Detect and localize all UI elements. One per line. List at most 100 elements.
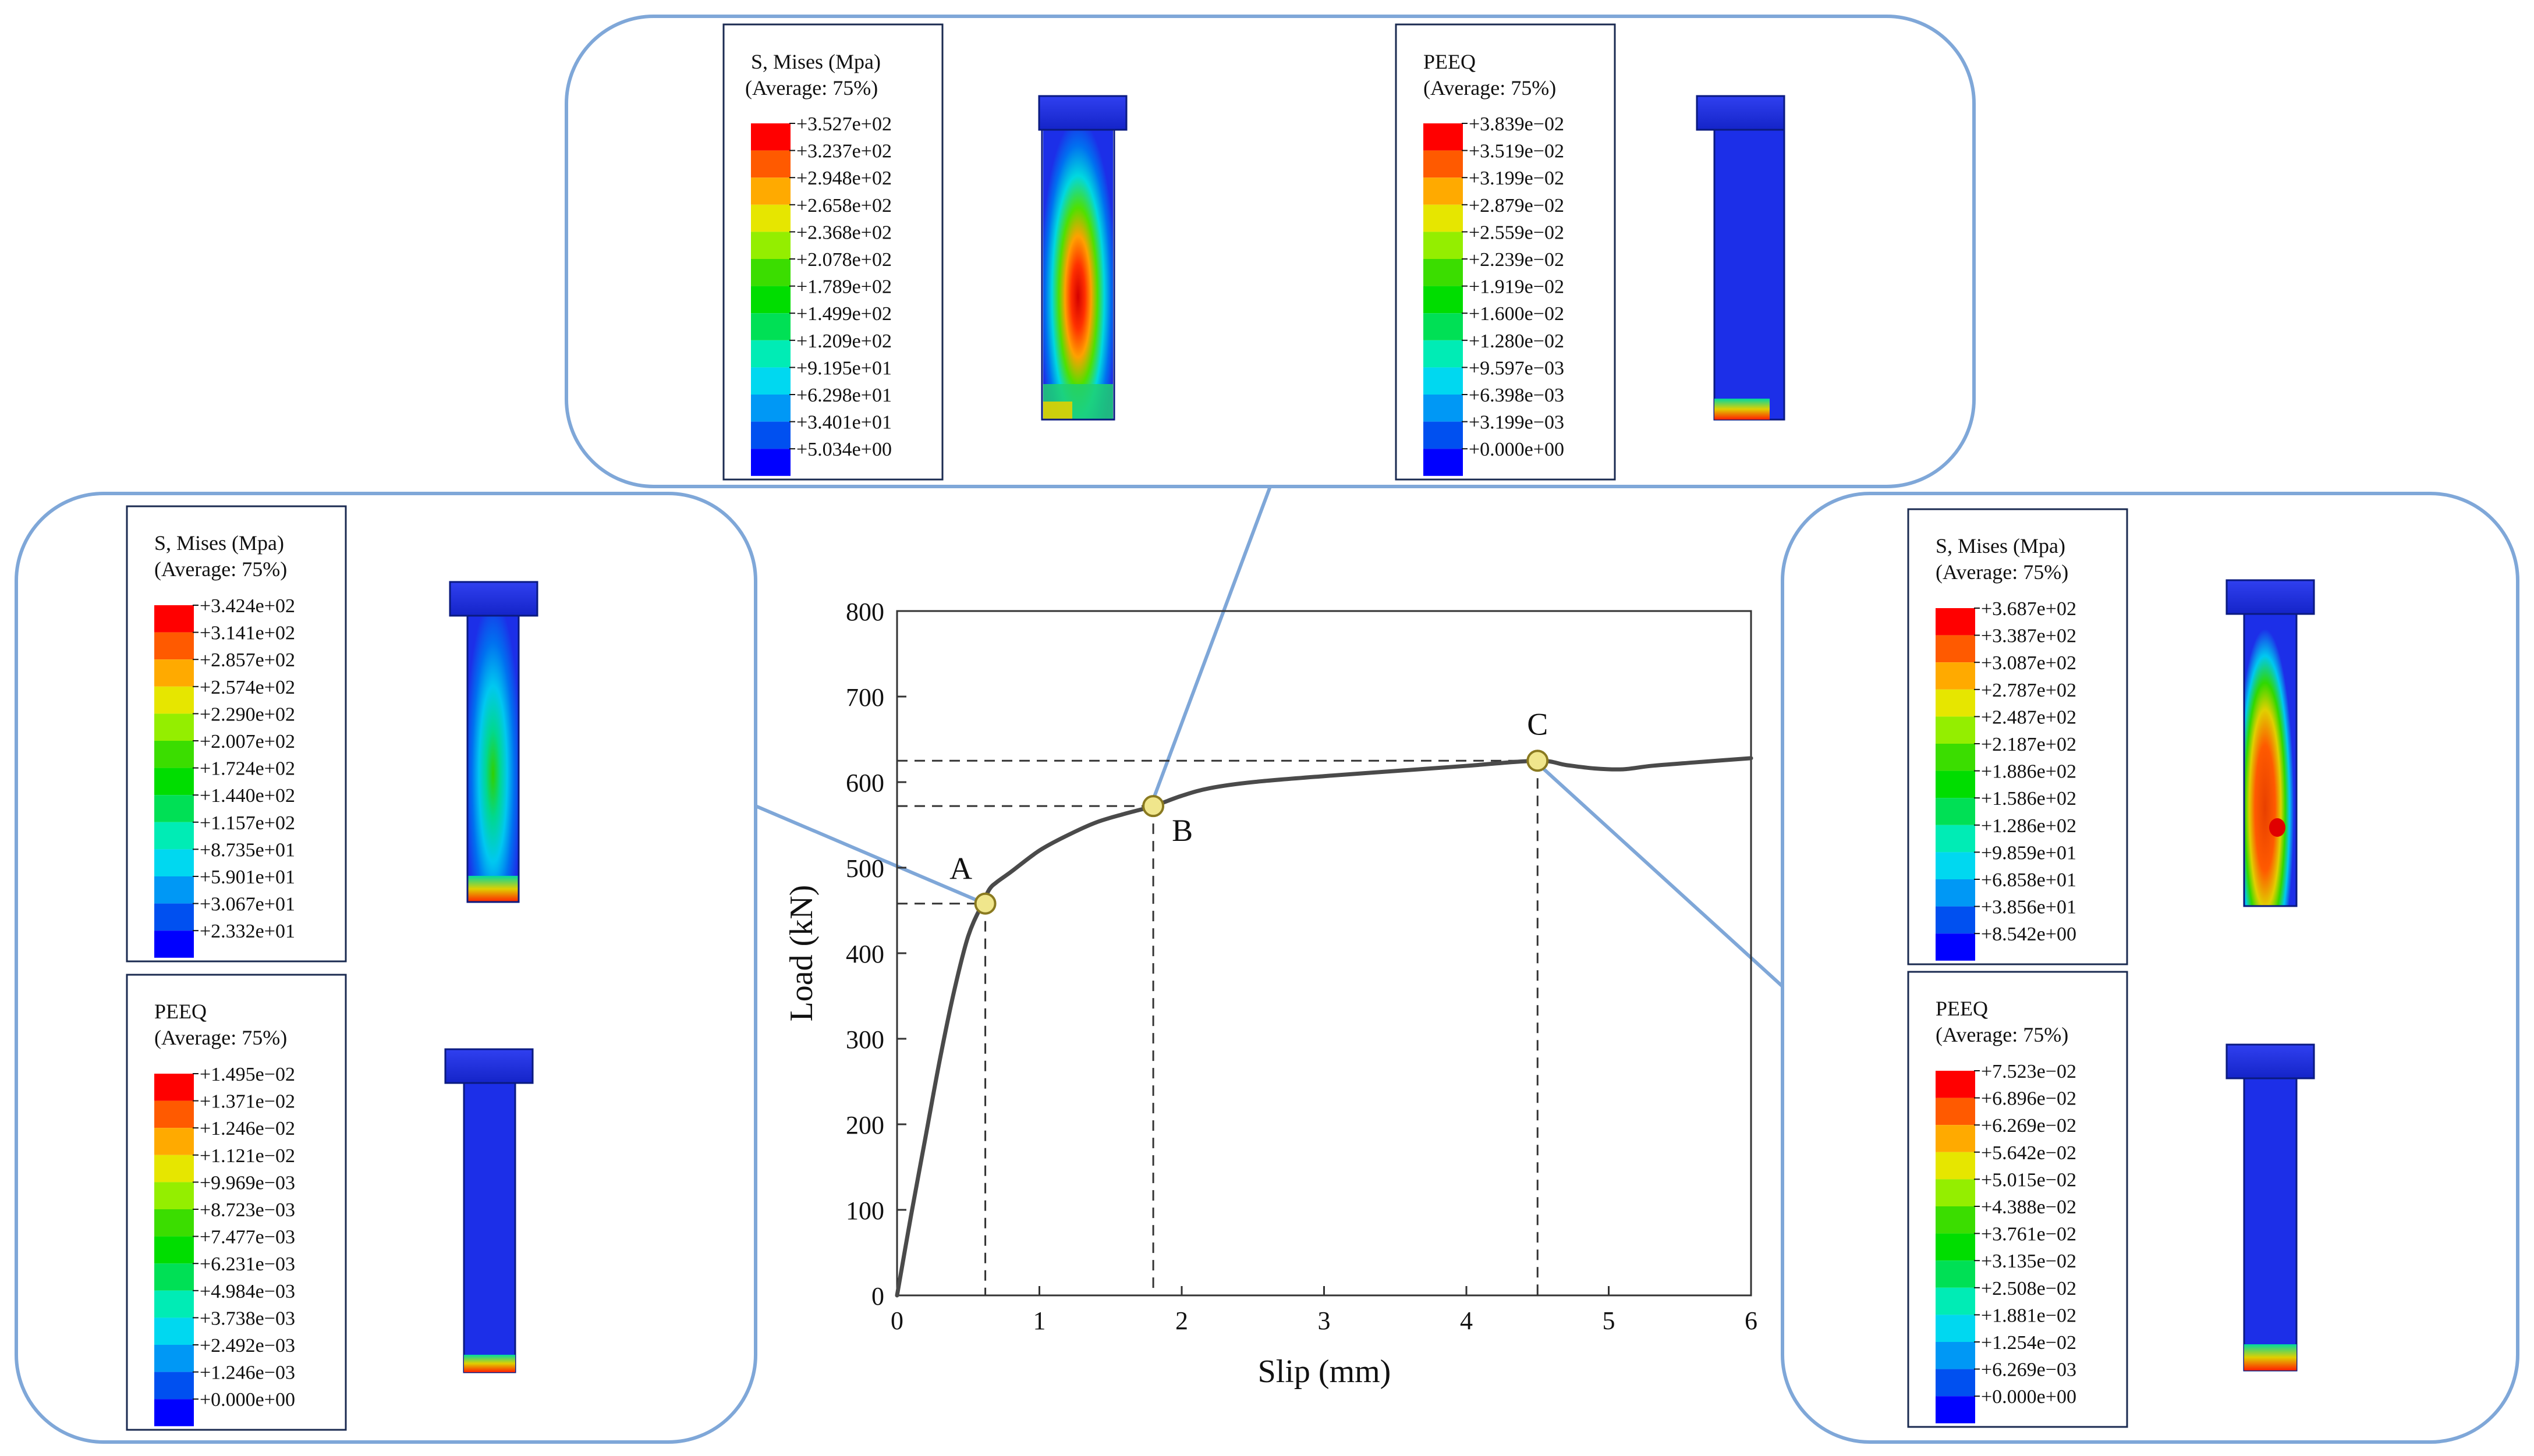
point-marker-b: [1142, 795, 1165, 818]
legend-value: +3.687e+02: [1981, 598, 2076, 620]
legend-title: PEEQ: [154, 1000, 207, 1023]
legend-c-mises: S, Mises (Mpa) (Average: 75%) +3.687e+02…: [1907, 508, 2128, 965]
legend-value: +2.559e−02: [1469, 222, 1564, 243]
legend-swatch: [751, 367, 791, 395]
legend-swatch: [154, 876, 194, 904]
legend-value: +3.087e+02: [1981, 652, 2076, 674]
legend-swatch: [154, 1372, 194, 1400]
legend-swatch: [1936, 1260, 1975, 1288]
x-tick-label: 0: [891, 1306, 903, 1335]
legend-title: PEEQ: [1936, 997, 1988, 1020]
legend-value: +2.879e−02: [1469, 195, 1564, 216]
legend-swatch: [751, 232, 791, 259]
bolt-a-mises: [449, 581, 538, 903]
legend-value: +1.724e+02: [200, 758, 295, 780]
connector-c: [1533, 759, 1784, 988]
y-tick-label: 500: [846, 854, 884, 883]
legend-swatch: [751, 313, 791, 340]
legend-swatch: [154, 1128, 194, 1155]
legend-swatch: [154, 1317, 194, 1345]
legend-value: +3.067e+01: [200, 894, 295, 915]
legend-value: +2.658e+02: [796, 195, 892, 216]
legend-swatch: [1423, 123, 1463, 151]
legend-value: +1.246e−03: [200, 1362, 295, 1384]
legend-swatch: [1936, 1206, 1975, 1234]
y-axis-label: Load (kN): [784, 885, 820, 1022]
legend-swatch: [751, 123, 791, 151]
legend-swatch: [1423, 395, 1463, 422]
legend-swatch: [154, 795, 194, 822]
series-line-load-slip: [895, 756, 1753, 1298]
legend-value: +3.135e−02: [1981, 1251, 2076, 1272]
legend-value: +2.787e+02: [1981, 680, 2076, 701]
legend-value: +1.286e+02: [1981, 815, 2076, 837]
legend-swatch: [1936, 879, 1975, 907]
legend-value: +6.298e+01: [796, 385, 892, 406]
legend-b-mises: S, Mises (Mpa) (Average: 75%) +3.527e+02…: [722, 23, 944, 481]
legend-value: +8.723e−03: [200, 1199, 295, 1221]
legend-a-peeq: PEEQ (Average: 75%) +1.495e−02 +1.371e−02…: [126, 974, 347, 1431]
legend-swatch: [1936, 1369, 1975, 1397]
legend-swatch: [1936, 608, 1975, 635]
legend-swatch: [1936, 1342, 1975, 1369]
legend-swatch: [1423, 150, 1463, 178]
legend-swatch: [1936, 744, 1975, 771]
legend-value: +1.157e+02: [200, 812, 295, 834]
bolt-b-peeq: [1696, 95, 1785, 421]
y-tick-label: 100: [846, 1196, 884, 1225]
legend-value: +2.857e+02: [200, 649, 295, 671]
legend-value: +6.896e−02: [1981, 1088, 2076, 1110]
legend-title: PEEQ: [1423, 50, 1476, 73]
legend-value: +3.199e−03: [1469, 412, 1564, 434]
legend-swatch: [1423, 259, 1463, 286]
panel-a-frame: [15, 492, 757, 1444]
legend-swatch: [751, 395, 791, 422]
legend-swatch: [1936, 1233, 1975, 1261]
y-tick-label: 600: [846, 769, 884, 797]
legend-subtitle: (Average: 75%): [154, 557, 287, 581]
x-tick-label: 5: [1603, 1306, 1615, 1335]
legend-value: +1.586e+02: [1981, 788, 2076, 809]
legend-value: +1.280e−02: [1469, 331, 1564, 352]
legend-swatch: [154, 931, 194, 958]
legend-value: +0.000e+00: [1981, 1386, 2076, 1408]
legend-swatch: [1936, 716, 1975, 744]
point-label-b: B: [1172, 813, 1193, 848]
legend-swatch: [751, 150, 791, 178]
legend-value: +3.527e+02: [796, 113, 892, 135]
legend-value: +3.519e−02: [1469, 141, 1564, 162]
legend-value: +6.231e−03: [200, 1253, 295, 1275]
legend-swatch: [1423, 286, 1463, 314]
legend-value: +1.886e+02: [1981, 761, 2076, 783]
legend-swatch: [1936, 798, 1975, 825]
legend-value: +0.000e+00: [1469, 439, 1564, 460]
legend-value: +7.477e−03: [200, 1227, 295, 1248]
legend-value: +7.523e−02: [1981, 1061, 2076, 1082]
legend-value: +3.141e+02: [200, 623, 295, 644]
legend-swatch: [154, 713, 194, 741]
legend-swatch: [751, 449, 791, 476]
legend-value: +3.761e−02: [1981, 1224, 2076, 1245]
legend-a-mises: S, Mises (Mpa) (Average: 75%) +3.424e+02…: [126, 505, 347, 963]
x-tick-label: 3: [1318, 1306, 1331, 1335]
legend-value: +1.881e−02: [1981, 1305, 2076, 1326]
legend-swatch: [154, 1290, 194, 1318]
legend-value: +1.495e−02: [200, 1064, 295, 1085]
legend-swatch: [1936, 1287, 1975, 1315]
legend-swatch: [154, 741, 194, 768]
x-tick-label: 4: [1460, 1306, 1473, 1335]
legend-value: +2.508e−02: [1981, 1278, 2076, 1299]
x-tick-label: 6: [1745, 1306, 1757, 1335]
legend-value: +3.237e+02: [796, 141, 892, 162]
legend-swatch: [751, 340, 791, 368]
legend-swatch: [154, 849, 194, 876]
legend-value: +9.195e+01: [796, 357, 892, 379]
legend-subtitle: (Average: 75%): [1936, 560, 2068, 584]
y-tick-label: 0: [871, 1282, 884, 1311]
legend-value: +1.499e+02: [796, 303, 892, 325]
legend-swatch: [1936, 933, 1975, 961]
legend-subtitle: (Average: 75%): [1936, 1023, 2068, 1046]
load-slip-chart: 0 100 200 300 400 500 600 700 800 0 1 2 3 4 5 6 A B C Sl…: [784, 598, 1757, 1390]
legend-b-peeq: PEEQ (Average: 75%) +3.839e−02 +3.519e−02…: [1395, 23, 1616, 481]
y-tick-label: 800: [846, 598, 884, 626]
